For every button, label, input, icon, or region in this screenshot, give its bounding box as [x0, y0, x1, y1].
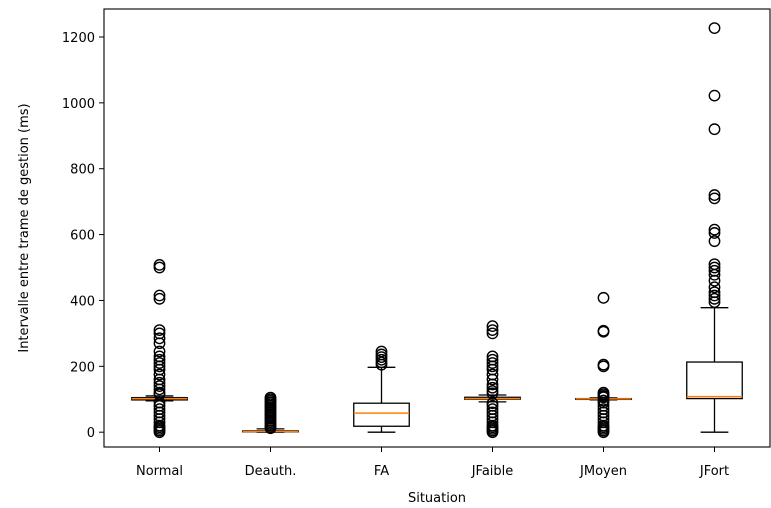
outlier-point — [708, 192, 721, 205]
outlier-point — [153, 332, 166, 345]
outlier-point — [597, 358, 610, 371]
outlier-point — [708, 258, 721, 271]
x-axis-label: Situation — [408, 491, 466, 506]
box-group-normal — [131, 258, 188, 439]
outlier-point — [597, 403, 610, 416]
outlier-point — [153, 403, 166, 416]
box-group-jmoyen — [575, 291, 632, 439]
plot-content — [131, 22, 743, 439]
outlier-point — [597, 394, 610, 407]
x-tick-label: FA — [374, 464, 389, 479]
outlier-point — [708, 235, 721, 248]
outlier-point — [708, 274, 721, 287]
outlier-point — [708, 227, 721, 239]
x-tick-label: JFort — [699, 464, 729, 479]
outlier-point — [708, 264, 721, 277]
outlier-point — [153, 289, 166, 302]
y-tick-label: 0 — [87, 426, 95, 441]
box — [353, 402, 410, 427]
outlier-point — [597, 386, 610, 399]
outlier-point — [708, 89, 721, 102]
outlier-point — [153, 376, 166, 389]
outlier-point — [708, 292, 721, 305]
outlier-point — [375, 348, 388, 361]
y-tick-label: 400 — [70, 294, 95, 309]
outlier-point — [153, 261, 166, 274]
outlier-point — [708, 281, 721, 294]
outlier-point — [375, 345, 388, 358]
x-tick-label: JFaible — [471, 464, 514, 479]
x-tick-label: Deauth. — [245, 464, 297, 479]
outlier-point — [153, 345, 166, 358]
y-axis: 0 200 400 600 800 1000 1200 — [62, 31, 104, 441]
outlier-point — [708, 289, 721, 302]
outlier-point — [153, 324, 166, 336]
outlier-point — [486, 320, 499, 333]
box-group-deauth — [242, 391, 299, 435]
outlier-point — [708, 286, 721, 299]
outlier-point — [708, 189, 721, 201]
outlier-point — [597, 291, 610, 304]
outlier-point — [597, 324, 610, 337]
y-tick-label: 1200 — [62, 31, 95, 46]
outlier-point — [486, 385, 499, 397]
outlier-point — [153, 350, 166, 363]
outlier-point — [153, 258, 166, 271]
box — [686, 361, 743, 400]
x-axis: Normal Deauth. FA JFaible JMoyen JFort — [136, 447, 729, 479]
box-group-jfort — [686, 22, 743, 433]
x-tick-label: Normal — [136, 464, 183, 479]
outlier-point — [153, 353, 166, 366]
outlier-point — [264, 391, 277, 404]
outlier-point — [708, 223, 721, 236]
outlier-point — [153, 357, 166, 369]
box-group-fa — [353, 345, 410, 433]
outlier-point — [153, 380, 166, 392]
outlier-point — [486, 406, 499, 419]
outlier-point — [153, 292, 166, 305]
x-tick-label: JMoyen — [579, 464, 627, 479]
outlier-point — [708, 261, 721, 274]
y-tick-label: 200 — [70, 360, 95, 375]
outlier-point — [486, 353, 499, 366]
y-tick-label: 1000 — [62, 97, 95, 112]
outlier-point — [486, 357, 499, 369]
outlier-point — [708, 123, 721, 136]
outlier-point — [486, 324, 499, 336]
outlier-point — [486, 350, 499, 363]
outlier-point — [708, 22, 721, 35]
y-tick-label: 600 — [70, 229, 95, 244]
plot-frame — [103, 8, 771, 448]
outlier-point — [486, 368, 499, 381]
outlier-point — [486, 327, 499, 340]
y-tick-label: 800 — [70, 163, 95, 178]
y-axis-label: Intervalle entre trame de gestion (ms) — [17, 103, 32, 352]
outlier-point — [486, 403, 499, 416]
outlier-point — [153, 327, 166, 340]
outlier-point — [153, 368, 166, 381]
outlier-point — [153, 399, 166, 412]
box-group-jfaible — [464, 320, 521, 439]
outlier-point — [486, 381, 499, 394]
